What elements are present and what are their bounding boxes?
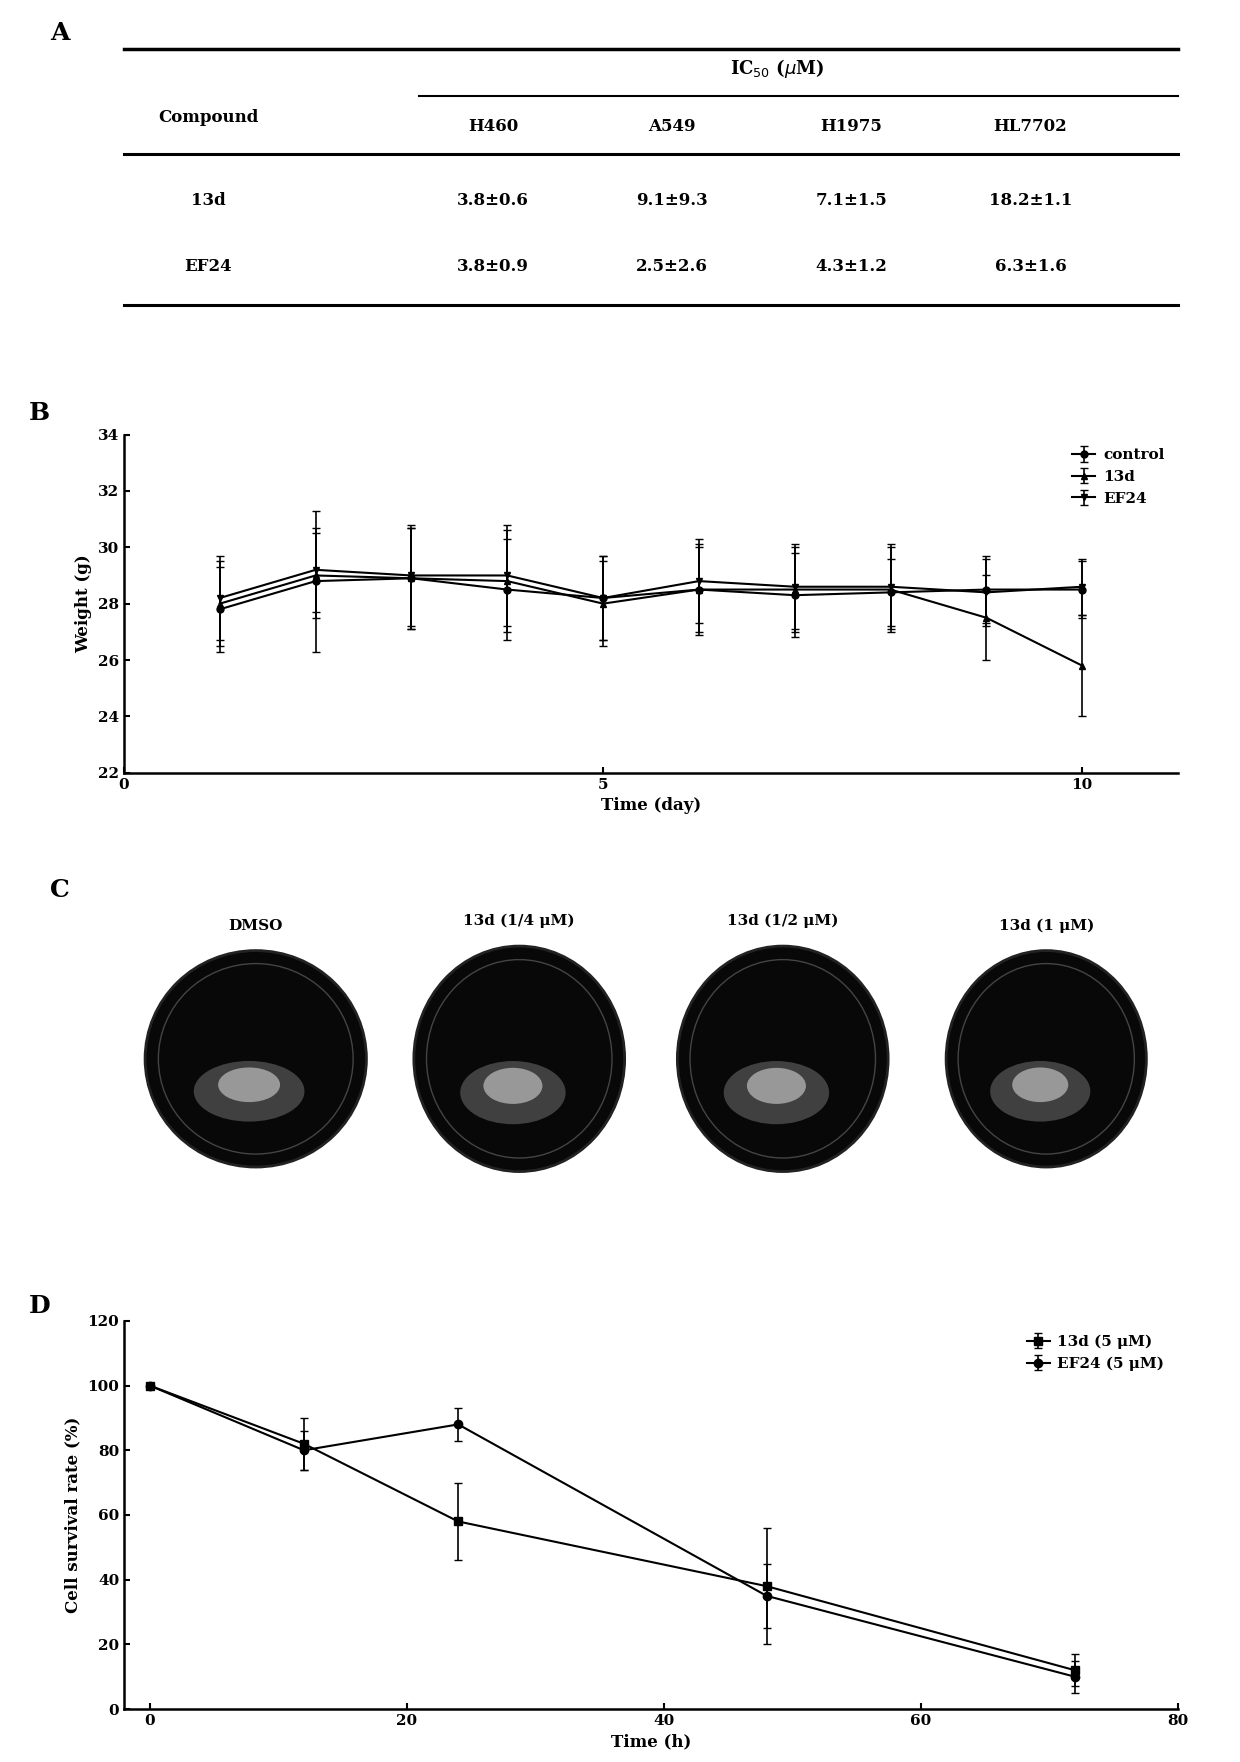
Legend: control, 13d, EF24: control, 13d, EF24 bbox=[1066, 442, 1171, 511]
Ellipse shape bbox=[746, 1068, 806, 1105]
X-axis label: Time (h): Time (h) bbox=[611, 1734, 691, 1751]
Text: C: C bbox=[50, 879, 71, 902]
Ellipse shape bbox=[460, 1061, 565, 1124]
Text: 9.1±9.3: 9.1±9.3 bbox=[636, 192, 708, 210]
Text: D: D bbox=[30, 1293, 51, 1318]
Ellipse shape bbox=[193, 1061, 305, 1122]
Text: H1975: H1975 bbox=[821, 118, 882, 134]
Text: 13d (1/4 μM): 13d (1/4 μM) bbox=[464, 914, 575, 929]
Ellipse shape bbox=[991, 1061, 1090, 1122]
Text: IC$_{50}$ ($\mu$M): IC$_{50}$ ($\mu$M) bbox=[730, 56, 825, 79]
Ellipse shape bbox=[724, 1061, 830, 1124]
Y-axis label: Weight (g): Weight (g) bbox=[76, 555, 92, 654]
Text: H460: H460 bbox=[467, 118, 518, 134]
X-axis label: Time (day): Time (day) bbox=[601, 796, 701, 814]
Text: B: B bbox=[30, 400, 51, 425]
Ellipse shape bbox=[414, 946, 625, 1172]
Text: 4.3±1.2: 4.3±1.2 bbox=[816, 259, 887, 275]
Text: 18.2±1.1: 18.2±1.1 bbox=[988, 192, 1073, 210]
Ellipse shape bbox=[946, 951, 1147, 1166]
Text: 6.3±1.6: 6.3±1.6 bbox=[994, 259, 1066, 275]
Text: 3.8±0.9: 3.8±0.9 bbox=[458, 259, 528, 275]
Legend: 13d (5 μM), EF24 (5 μM): 13d (5 μM), EF24 (5 μM) bbox=[1021, 1329, 1171, 1378]
Text: Compound: Compound bbox=[159, 109, 258, 127]
Ellipse shape bbox=[218, 1068, 280, 1101]
Text: 3.8±0.6: 3.8±0.6 bbox=[458, 192, 528, 210]
Ellipse shape bbox=[1012, 1068, 1069, 1101]
Y-axis label: Cell survival rate (%): Cell survival rate (%) bbox=[64, 1417, 82, 1614]
Ellipse shape bbox=[677, 946, 888, 1172]
Text: HL7702: HL7702 bbox=[993, 118, 1068, 134]
Text: DMSO: DMSO bbox=[228, 918, 283, 932]
Text: 2.5±2.6: 2.5±2.6 bbox=[636, 259, 708, 275]
Text: EF24: EF24 bbox=[185, 259, 232, 275]
Text: 13d (1 μM): 13d (1 μM) bbox=[998, 918, 1094, 932]
Ellipse shape bbox=[145, 951, 367, 1166]
Text: 13d (1/2 μM): 13d (1/2 μM) bbox=[727, 914, 838, 929]
Ellipse shape bbox=[484, 1068, 542, 1105]
Text: A549: A549 bbox=[649, 118, 696, 134]
Text: 13d: 13d bbox=[191, 192, 226, 210]
Text: 7.1±1.5: 7.1±1.5 bbox=[816, 192, 887, 210]
Text: A: A bbox=[50, 21, 69, 46]
